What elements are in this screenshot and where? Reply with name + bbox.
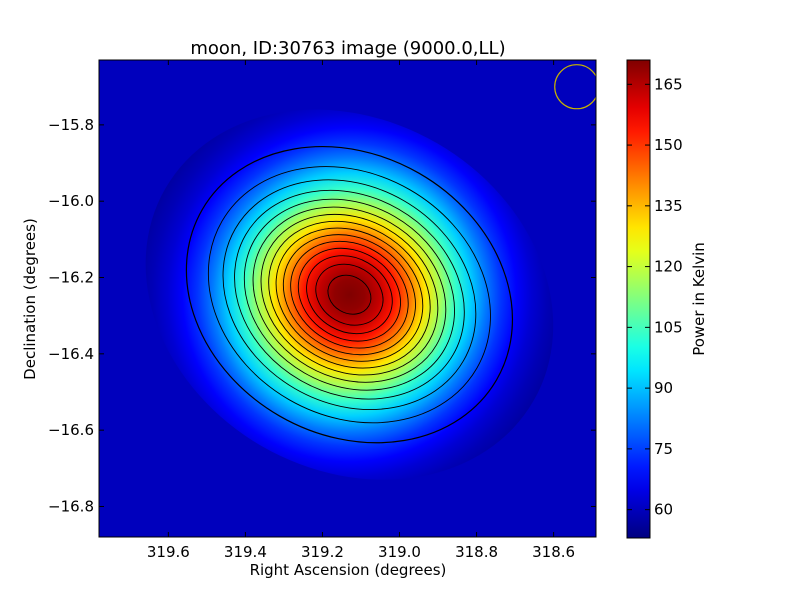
colorbar-tick-label: 165 <box>654 75 683 93</box>
contour-line <box>185 146 514 444</box>
x-tick-label: 319.0 <box>378 543 421 561</box>
x-tick-label: 319.6 <box>147 543 190 561</box>
colorbar-tick-label: 60 <box>654 501 673 519</box>
contour-line <box>243 198 455 391</box>
beam-marker <box>554 64 596 110</box>
colorbar <box>626 59 651 539</box>
contour-line <box>260 213 439 376</box>
x-tick-label: 319.4 <box>224 543 267 561</box>
y-tick-label: −16.8 <box>48 497 94 515</box>
plot-area <box>99 60 596 537</box>
x-tick-label: 319.2 <box>301 543 344 561</box>
colorbar-tick-label: 90 <box>654 379 673 397</box>
contour-line <box>268 220 431 369</box>
colorbar-tick-label: 150 <box>654 136 683 154</box>
y-axis-label: Declination (degrees) <box>21 218 39 380</box>
x-tick-label: 318.6 <box>532 543 575 561</box>
contour-line <box>306 255 393 335</box>
colorbar-tick-label: 105 <box>654 318 683 336</box>
heatmap-source-glow <box>145 109 554 480</box>
colorbar-label: Power in Kelvin <box>690 242 708 356</box>
contour-line <box>222 179 477 410</box>
y-axis-ticks: −15.8 −16.0 −16.2 −16.4 −16.6 −16.8 <box>48 116 596 515</box>
contour-line <box>315 263 384 326</box>
colorbar-tick-label: 120 <box>654 258 683 276</box>
contour-line <box>234 189 465 400</box>
y-tick-label: −16.0 <box>48 192 94 210</box>
x-axis-ticks: 319.6 319.4 319.2 319.0 318.8 318.6 <box>147 60 575 561</box>
y-tick-label: −16.4 <box>48 345 94 363</box>
contour-line <box>275 227 424 362</box>
contour-line <box>207 166 491 424</box>
contour-line <box>252 206 447 383</box>
contour-line <box>297 247 401 342</box>
colorbar-tick-label: 135 <box>654 197 683 215</box>
x-axis-label: Right Ascension (degrees) <box>250 561 447 579</box>
colorbar-tick-label: 75 <box>654 440 673 458</box>
chart-title: moon, ID:30763 image (9000.0,LL) <box>190 38 505 59</box>
colorbar-ticks: 60 75 90 105 120 135 150 165 <box>627 75 683 519</box>
y-tick-label: −16.6 <box>48 421 94 439</box>
y-tick-label: −16.2 <box>48 269 94 287</box>
x-tick-label: 318.8 <box>455 543 498 561</box>
y-tick-label: −15.8 <box>48 116 94 134</box>
contour-lines <box>185 146 514 444</box>
contour-line <box>290 240 409 349</box>
contour-line <box>282 234 416 356</box>
contour-line <box>327 274 372 315</box>
plot-frame <box>98 59 597 538</box>
